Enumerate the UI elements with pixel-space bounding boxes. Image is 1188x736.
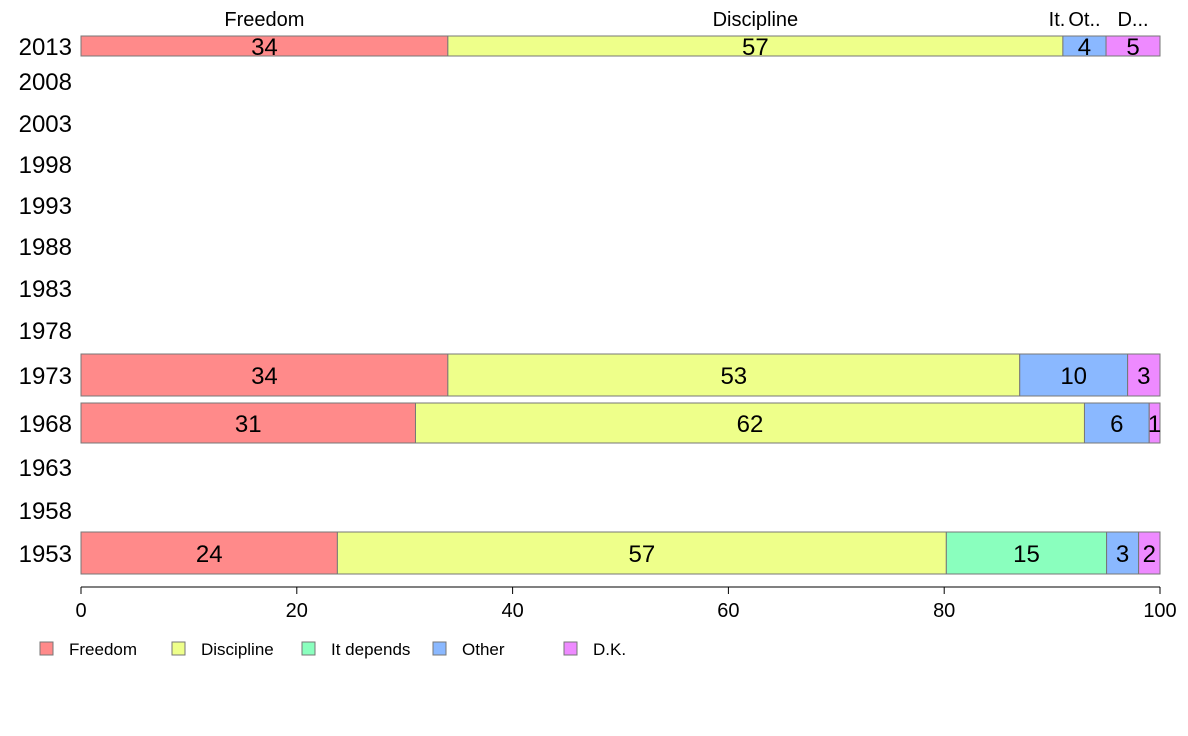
legend-label: D.K. [593,640,626,659]
series-top-label: Freedom [224,9,304,31]
bar-value-label: 57 [742,34,769,61]
series-top-label: Discipline [713,9,799,31]
category-label: 1963 [19,455,72,482]
bar-value-label: 4 [1078,34,1091,61]
x-tick-label: 40 [501,600,523,622]
bar-value-label: 34 [251,363,278,390]
x-tick-label: 0 [75,600,86,622]
bar-value-label: 1 [1148,411,1161,438]
bar-value-label: 5 [1126,34,1139,61]
bar-segment [80,402,416,444]
bar-segment [1138,531,1161,575]
bar-value-label: 3 [1116,541,1129,568]
bar-value-label: 2 [1143,541,1156,568]
bar-value-label: 53 [720,363,747,390]
legend-label: Freedom [69,640,137,659]
bar-value-label: 62 [737,411,764,438]
category-label: 2003 [19,111,72,138]
bar-value-label: 15 [1013,541,1040,568]
legend-swatch [432,641,447,656]
bar-segment [1106,531,1140,575]
series-top-label: Ot.. [1068,9,1100,31]
x-tick-label: 60 [717,600,739,622]
category-label: 1958 [19,498,72,525]
bar-segment [447,353,1021,397]
bar-segment [1105,35,1161,57]
x-tick-label: 100 [1143,600,1176,622]
category-label: 2008 [19,69,72,96]
bar-segment [1148,402,1161,444]
bar-value-label: 57 [629,541,656,568]
legend-label: It depends [331,640,410,659]
category-label: 1998 [19,152,72,179]
series-top-label: D... [1117,9,1148,31]
bar-value-label: 10 [1060,363,1087,390]
x-tick-label: 80 [933,600,955,622]
bar-segment [80,531,338,575]
bar-segment [336,531,947,575]
legend-label: Other [462,640,505,659]
category-label: 1988 [19,234,72,261]
bar-segment [414,402,1085,444]
category-label: 1953 [19,541,72,568]
bar-value-label: 6 [1110,411,1123,438]
category-label: 1983 [19,276,72,303]
legend-swatch [563,641,578,656]
x-tick-label: 20 [286,600,308,622]
bar-segment [80,353,449,397]
legend-swatch [39,641,54,656]
series-top-label: It. [1049,9,1066,31]
legend-swatch [171,641,186,656]
legend-label: Discipline [201,640,274,659]
bar-value-label: 24 [196,541,223,568]
legend-swatch [301,641,316,656]
bar-value-label: 34 [251,34,278,61]
bar-segment [1019,353,1129,397]
bar-segment [1083,402,1150,444]
category-label: 1993 [19,193,72,220]
category-label: 2013 [19,34,72,61]
bar-segment [1127,353,1161,397]
category-label: 1978 [19,318,72,345]
bar-value-label: 3 [1137,363,1150,390]
category-label: 1973 [19,363,72,390]
bar-value-label: 31 [235,411,262,438]
category-label: 1968 [19,411,72,438]
